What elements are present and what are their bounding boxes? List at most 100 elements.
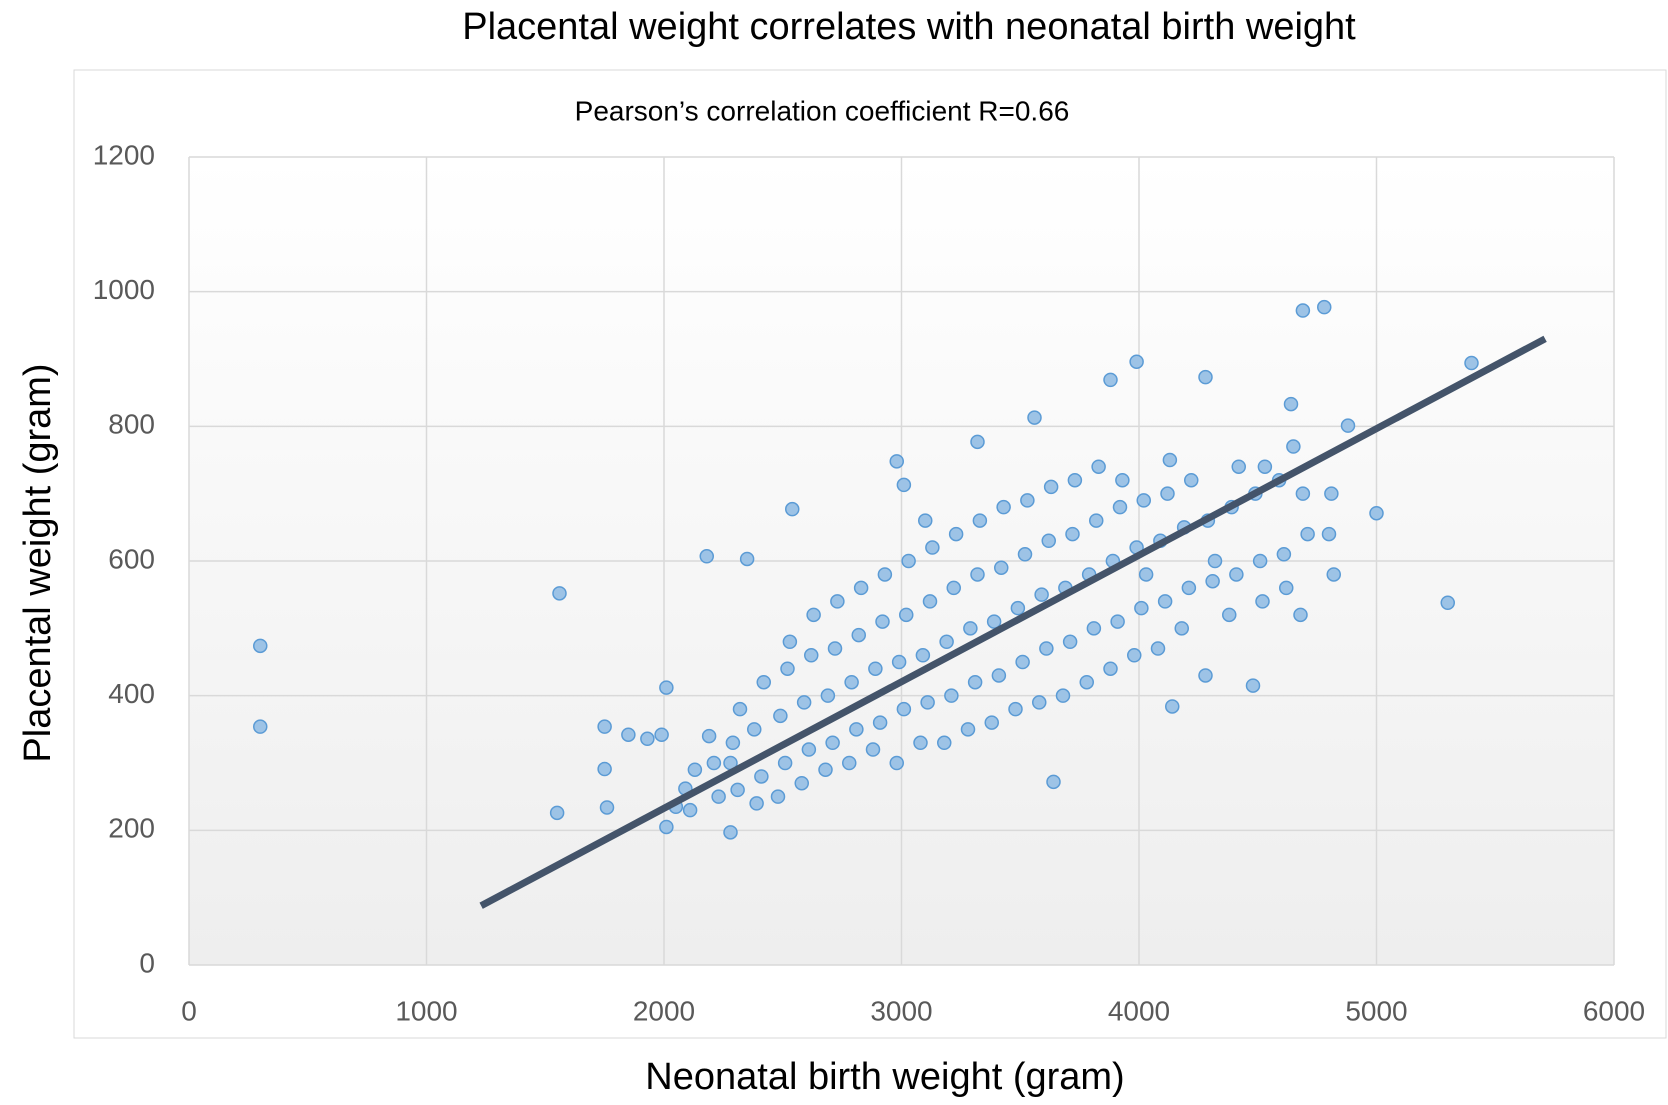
chart-title: Placental weight correlates with neonata… (462, 6, 1356, 48)
point (725, 735, 741, 751)
point (891, 654, 907, 670)
point (739, 551, 755, 567)
point (754, 769, 769, 784)
point (1008, 701, 1023, 717)
point (1276, 547, 1292, 562)
y-tick-label: 800 (108, 409, 155, 440)
point (1055, 688, 1071, 703)
point (597, 761, 612, 777)
point (1198, 668, 1213, 683)
point (1043, 479, 1059, 495)
point (1181, 580, 1197, 596)
y-tick-label: 0 (139, 947, 155, 978)
point (1017, 547, 1033, 562)
point (706, 755, 722, 771)
y-axis-label: Placental weight (gram) (17, 363, 59, 762)
point (794, 775, 809, 791)
point (1229, 567, 1244, 582)
y-tick-label: 1000 (93, 274, 155, 305)
annotation: Pearson’s correlation coefficient R=0.66 (575, 95, 1070, 126)
point (844, 674, 859, 690)
point (1091, 459, 1106, 474)
point (1020, 493, 1035, 508)
point (773, 708, 788, 724)
point (1065, 526, 1080, 542)
point (1295, 486, 1311, 501)
point (732, 701, 748, 717)
point (1129, 354, 1144, 369)
point (1321, 526, 1337, 542)
point (1027, 410, 1042, 425)
point (1103, 661, 1118, 676)
point (659, 680, 674, 695)
point (1165, 699, 1180, 714)
point (723, 825, 738, 840)
point (599, 800, 615, 815)
x-tick-label: 1000 (395, 995, 457, 1026)
x-tick-label: 2000 (633, 995, 695, 1026)
point (1184, 472, 1199, 488)
point (687, 762, 703, 777)
point (770, 789, 786, 804)
point (780, 661, 795, 676)
point (827, 641, 843, 656)
point (1110, 614, 1125, 629)
point (877, 567, 893, 582)
point (915, 648, 931, 663)
point (946, 580, 961, 596)
point (918, 513, 933, 528)
point (944, 688, 959, 703)
point (1174, 621, 1189, 636)
point (901, 553, 916, 569)
point (1136, 493, 1151, 508)
point (621, 727, 636, 742)
point (1279, 580, 1294, 596)
point (1150, 641, 1166, 656)
point (1112, 499, 1128, 515)
point (1034, 587, 1049, 602)
point (785, 501, 800, 517)
point (1340, 418, 1356, 433)
point (868, 661, 883, 676)
x-tick-label: 4000 (1108, 995, 1170, 1026)
point (986, 614, 1002, 629)
point (1245, 678, 1261, 693)
point (1015, 654, 1030, 670)
point (1138, 567, 1154, 582)
point (970, 434, 985, 450)
y-tick-label: 600 (108, 543, 155, 574)
point (991, 668, 1007, 683)
point (1286, 439, 1301, 454)
point (1255, 594, 1270, 609)
point (1283, 396, 1299, 412)
point (963, 621, 978, 636)
point (994, 560, 1009, 575)
point (820, 688, 836, 703)
point (851, 627, 866, 643)
point (1010, 600, 1026, 616)
point (1086, 621, 1102, 636)
point (756, 674, 771, 690)
point (948, 526, 964, 542)
point (253, 719, 268, 734)
x-tick-label: 6000 (1583, 995, 1645, 1026)
point (853, 580, 869, 596)
point (1079, 674, 1094, 690)
point (1134, 600, 1149, 616)
point (1041, 533, 1056, 549)
point (549, 805, 565, 821)
point (1464, 355, 1479, 371)
point (1160, 486, 1175, 501)
point (842, 755, 857, 771)
point (1324, 486, 1339, 501)
y-tick-label: 200 (108, 813, 155, 844)
point (1046, 774, 1061, 790)
point (1440, 595, 1455, 610)
point (747, 722, 762, 737)
point (896, 477, 912, 493)
point (1103, 372, 1118, 388)
point (1115, 472, 1130, 488)
point (659, 819, 674, 835)
point (597, 719, 612, 734)
